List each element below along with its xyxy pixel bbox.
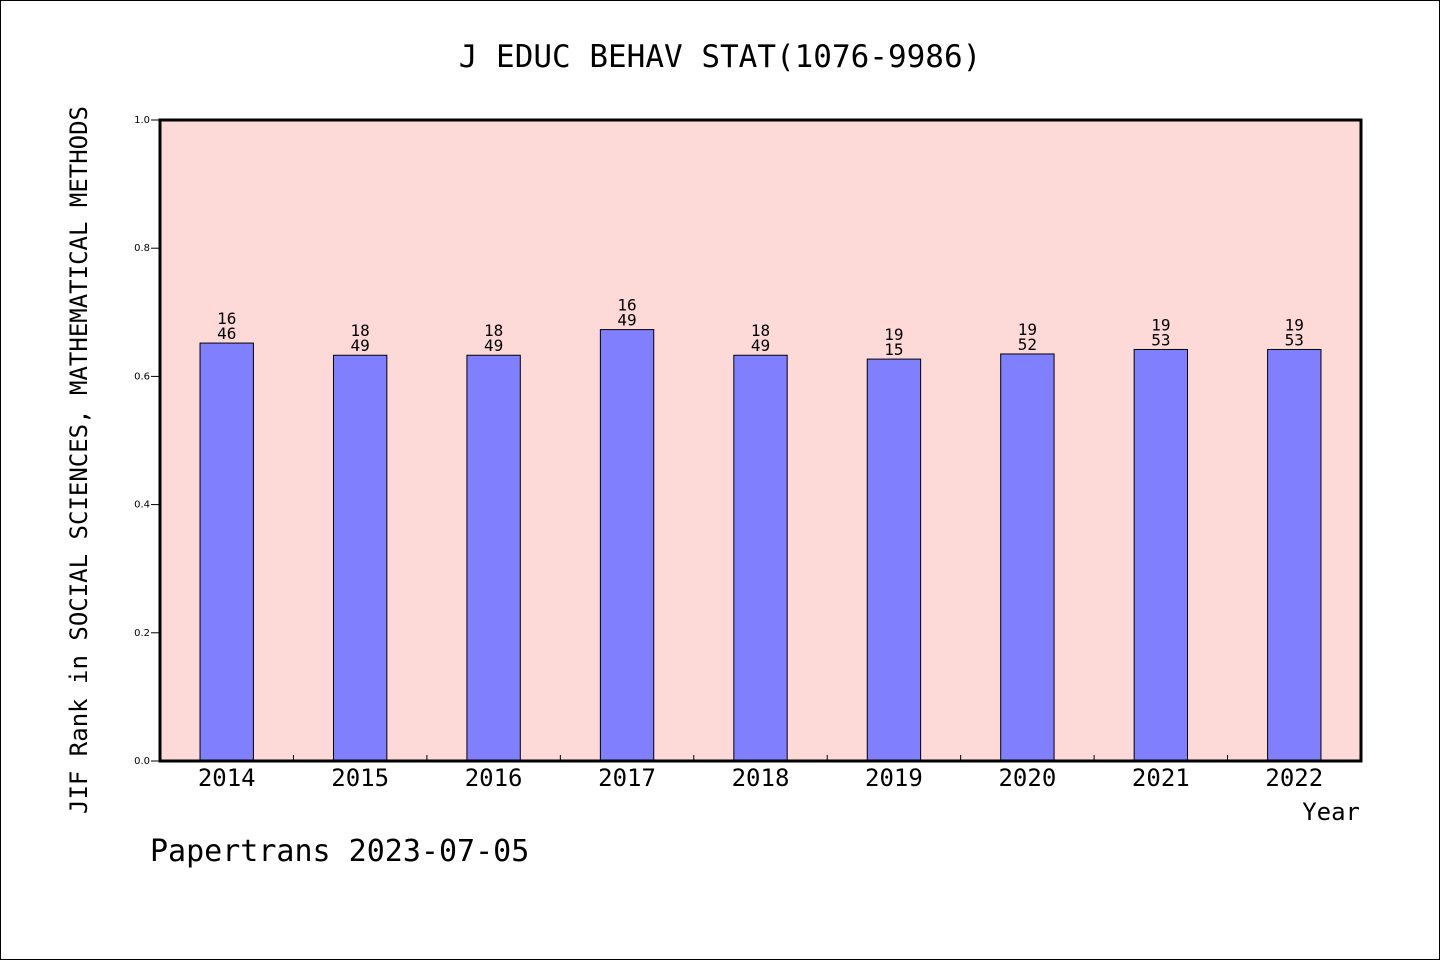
x-tick-label: 2017: [598, 764, 656, 792]
bar-label-rank: 19: [884, 325, 903, 344]
bar-label-total: 52: [1018, 335, 1037, 354]
bars: [199, 329, 1322, 762]
bar: [1000, 353, 1055, 762]
bar: [866, 358, 922, 762]
y-tick-label: 0.8: [134, 243, 150, 254]
bar-label-total: 53: [1151, 330, 1170, 349]
chart-title: J EDUC BEHAV STAT(1076-9986): [459, 39, 982, 75]
y-tick-label: 0.6: [134, 371, 150, 382]
y-axis-ticks: 0.0 0.2 0.4 0.6 0.8 1.0: [134, 115, 160, 767]
footer-stamp: Papertrans 2023-07-05: [150, 834, 530, 869]
bar-label-rank: 19: [1151, 315, 1170, 334]
x-tick-label: 2016: [465, 764, 523, 792]
bar-label-total: 49: [351, 336, 370, 355]
bar-label-rank: 18: [751, 321, 770, 340]
x-axis-label: Year: [1302, 798, 1360, 826]
bar: [1133, 348, 1189, 762]
bar-label-rank: 19: [1018, 320, 1037, 339]
x-tick-label: 2018: [732, 764, 790, 792]
bar: [332, 354, 388, 762]
bar: [733, 354, 788, 762]
y-axis-label: JIF Rank in SOCIAL SCIENCES, MATHEMATICA…: [65, 106, 93, 814]
bar: [199, 342, 254, 762]
bar: [1267, 348, 1322, 762]
x-tick-label: 2015: [331, 764, 389, 792]
x-tick-label: 2021: [1132, 764, 1190, 792]
y-tick-label: 1.0: [134, 115, 150, 126]
bar-label-total: 49: [751, 336, 770, 355]
bar-label-total: 46: [217, 324, 236, 343]
y-tick-label: 0.4: [134, 500, 150, 511]
x-tick-label: 2014: [198, 764, 256, 792]
y-tick-label: 0.2: [134, 628, 150, 639]
plot-border: [158, 118, 1363, 763]
bar-label-total: 49: [484, 336, 503, 355]
bar-label-rank: 18: [351, 321, 370, 340]
x-tick-label: 2020: [998, 764, 1056, 792]
bar-label-rank: 16: [217, 309, 236, 328]
bar: [466, 354, 521, 762]
bar-label-rank: 19: [1285, 315, 1304, 334]
bar-label-total: 15: [884, 340, 903, 359]
x-axis-ticks: 2014 2015 2016 2017 2018 2019 2020 2021 2022: [198, 755, 1323, 792]
x-tick-label: 2019: [865, 764, 923, 792]
y-tick-label: 0.0: [134, 756, 150, 767]
bar: [599, 329, 655, 762]
x-tick-label: 2022: [1265, 764, 1323, 792]
bar-label-total: 49: [617, 311, 636, 330]
bar-label-rank: 18: [484, 321, 503, 340]
bar-label-rank: 16: [617, 296, 636, 315]
bar-label-total: 53: [1285, 330, 1304, 349]
